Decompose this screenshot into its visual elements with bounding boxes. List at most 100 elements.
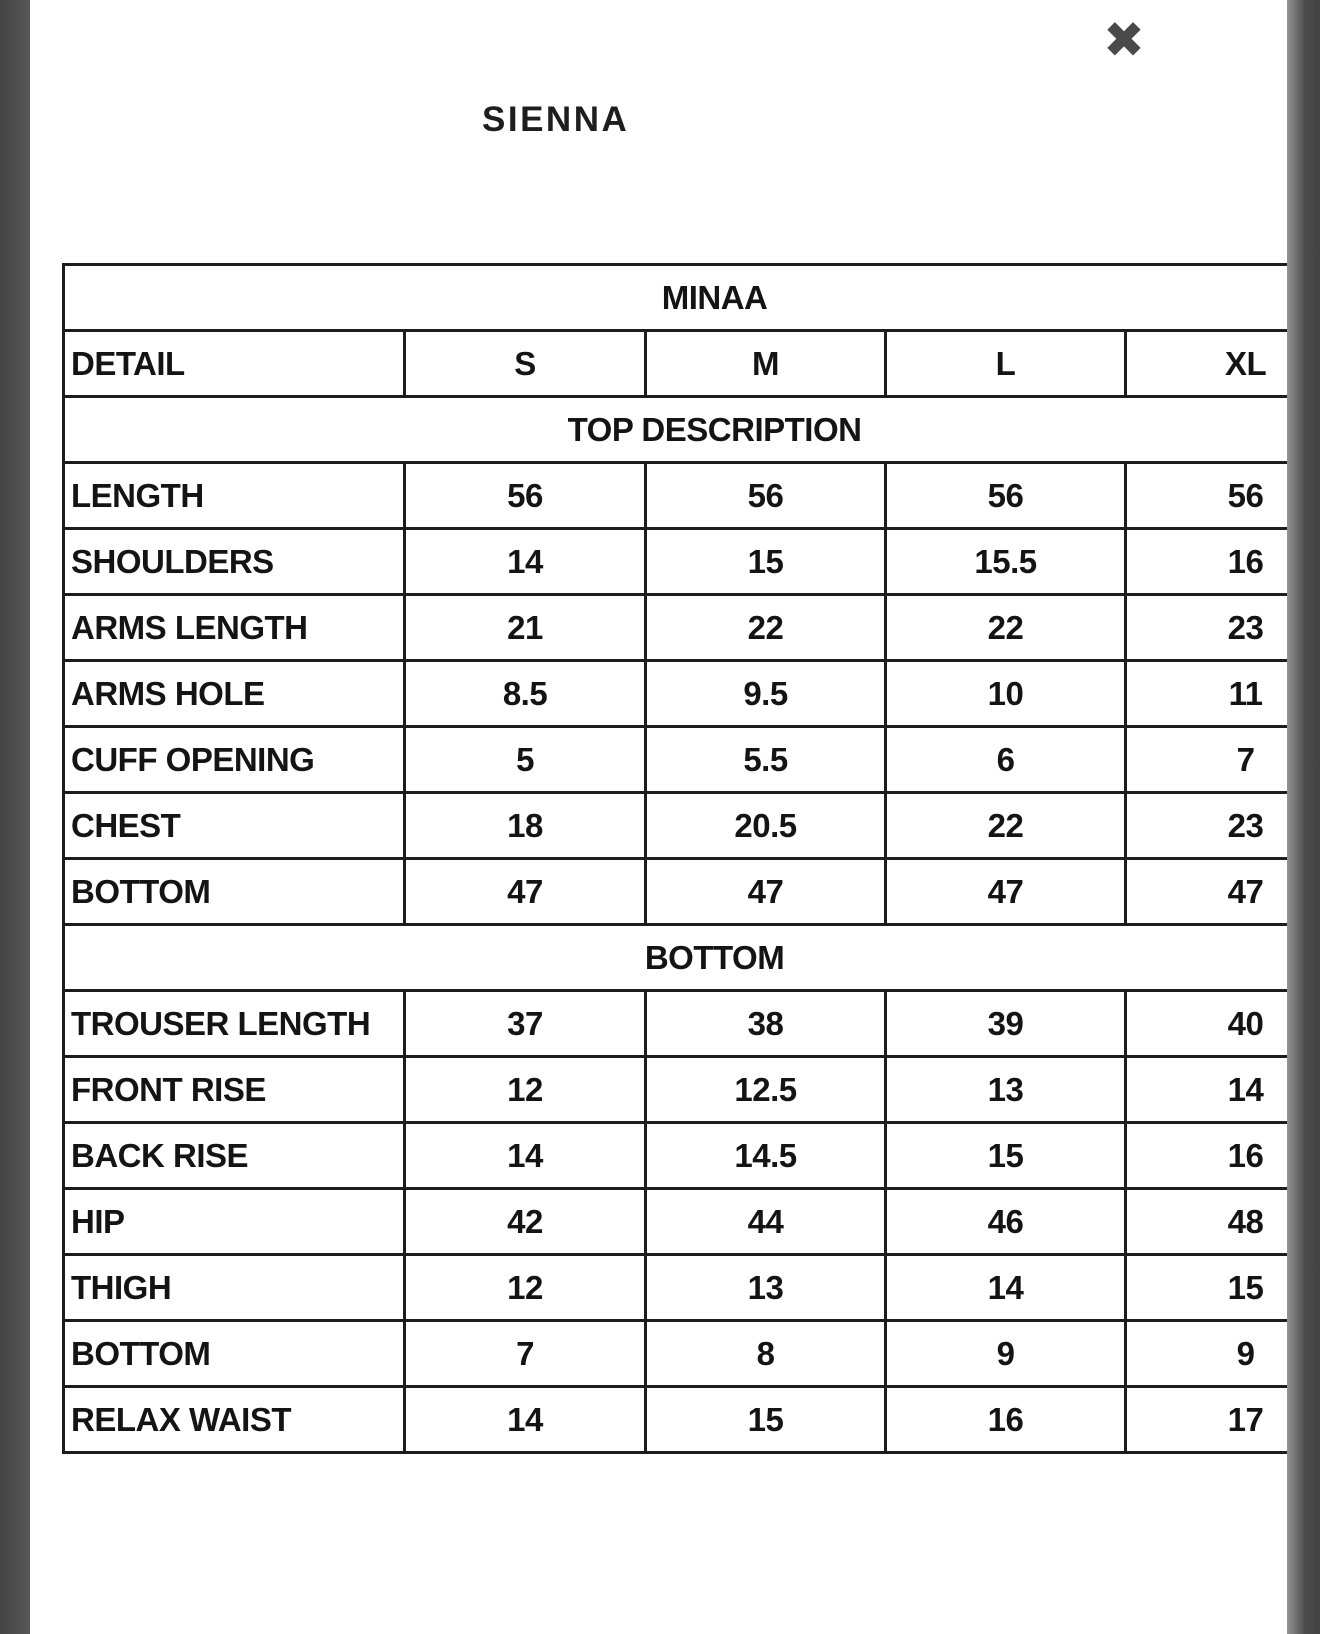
measurement-cell: 47 — [884, 857, 1127, 926]
row-label: BACK RISE — [62, 1121, 406, 1190]
measurement-cell: 7 — [403, 1319, 647, 1388]
row-label: THIGH — [62, 1253, 406, 1322]
measurement-cell: 14 — [403, 527, 647, 596]
measurement-cell: 15 — [884, 1121, 1127, 1190]
table-row: ARMS HOLE 8.5 9.5 10 11 — [62, 659, 1287, 728]
brand-title-cell: MINAA — [62, 263, 1287, 332]
close-icon: ✖ — [1103, 11, 1145, 69]
measurement-cell: 40 — [1123, 989, 1287, 1058]
row-label: ARMS LENGTH — [62, 593, 406, 662]
row-label: ARMS HOLE — [62, 659, 406, 728]
size-chart-table: MINAA DETAIL S M L XL TOP DESCRIPTION LENGTH 56 5… — [62, 263, 1287, 1454]
close-button[interactable]: ✖ — [1093, 8, 1155, 72]
measurement-cell: 38 — [644, 989, 887, 1058]
size-chart-modal: ✖ SIENNA MINAA DETAIL S M L XL TOP DESCRIPTION… — [30, 0, 1287, 1634]
measurement-cell: 23 — [1123, 593, 1287, 662]
measurement-cell: 22 — [644, 593, 887, 662]
measurement-cell: 5.5 — [644, 725, 887, 794]
measurement-cell: 47 — [1123, 857, 1287, 926]
table-row: SHOULDERS 14 15 15.5 16 — [62, 527, 1287, 596]
measurement-cell: 12.5 — [644, 1055, 887, 1124]
table-row: BACK RISE 14 14.5 15 16 — [62, 1121, 1287, 1190]
product-title: SIENNA — [482, 100, 630, 139]
table-row: LENGTH 56 56 56 56 — [62, 461, 1287, 530]
table-row: FRONT RISE 12 12.5 13 14 — [62, 1055, 1287, 1124]
measurement-cell: 9 — [884, 1319, 1127, 1388]
measurement-cell: 13 — [644, 1253, 887, 1322]
row-label: SHOULDERS — [62, 527, 406, 596]
table-brand-row: MINAA — [62, 263, 1287, 332]
measurement-cell: 16 — [884, 1385, 1127, 1454]
column-header-l: L — [884, 329, 1127, 398]
column-header-xl: XL — [1123, 329, 1287, 398]
measurement-cell: 14 — [1123, 1055, 1287, 1124]
measurement-cell: 15 — [644, 527, 887, 596]
measurement-cell: 16 — [1123, 1121, 1287, 1190]
measurement-cell: 44 — [644, 1187, 887, 1256]
row-label: CHEST — [62, 791, 406, 860]
measurement-cell: 56 — [403, 461, 647, 530]
table-row: THIGH 12 13 14 15 — [62, 1253, 1287, 1322]
table-row: CUFF OPENING 5 5.5 6 7 — [62, 725, 1287, 794]
measurement-cell: 14 — [403, 1121, 647, 1190]
measurement-cell: 13 — [884, 1055, 1127, 1124]
measurement-cell: 11 — [1123, 659, 1287, 728]
measurement-cell: 8.5 — [403, 659, 647, 728]
measurement-cell: 9.5 — [644, 659, 887, 728]
section-header-row: BOTTOM — [62, 923, 1287, 992]
column-header-m: M — [644, 329, 887, 398]
measurement-cell: 56 — [884, 461, 1127, 530]
section-header-cell: TOP DESCRIPTION — [62, 395, 1287, 464]
measurement-cell: 16 — [1123, 527, 1287, 596]
page-edge-left — [0, 0, 30, 1634]
row-label: LENGTH — [62, 461, 406, 530]
measurement-cell: 22 — [884, 791, 1127, 860]
measurement-cell: 17 — [1123, 1385, 1287, 1454]
measurement-cell: 56 — [1123, 461, 1287, 530]
measurement-cell: 12 — [403, 1253, 647, 1322]
table-header-row: DETAIL S M L XL — [62, 329, 1287, 398]
measurement-cell: 23 — [1123, 791, 1287, 860]
measurement-cell: 42 — [403, 1187, 647, 1256]
table-row: ARMS LENGTH 21 22 22 23 — [62, 593, 1287, 662]
measurement-cell: 14.5 — [644, 1121, 887, 1190]
measurement-cell: 48 — [1123, 1187, 1287, 1256]
measurement-cell: 47 — [644, 857, 887, 926]
table-row: BOTTOM 47 47 47 47 — [62, 857, 1287, 926]
measurement-cell: 56 — [644, 461, 887, 530]
row-label: TROUSER LENGTH — [62, 989, 406, 1058]
column-header-detail: DETAIL — [62, 329, 406, 398]
measurement-cell: 5 — [403, 725, 647, 794]
measurement-cell: 22 — [884, 593, 1127, 662]
column-header-s: S — [403, 329, 647, 398]
row-label: CUFF OPENING — [62, 725, 406, 794]
measurement-cell: 9 — [1123, 1319, 1287, 1388]
measurement-cell: 15.5 — [884, 527, 1127, 596]
measurement-cell: 46 — [884, 1187, 1127, 1256]
measurement-cell: 6 — [884, 725, 1127, 794]
measurement-cell: 14 — [403, 1385, 647, 1454]
measurement-cell: 7 — [1123, 725, 1287, 794]
measurement-cell: 12 — [403, 1055, 647, 1124]
row-label: BOTTOM — [62, 1319, 406, 1388]
size-chart-table-body: MINAA DETAIL S M L XL TOP DESCRIPTION LENGTH 56 5… — [62, 263, 1287, 1454]
table-row: HIP 42 44 46 48 — [62, 1187, 1287, 1256]
measurement-cell: 21 — [403, 593, 647, 662]
measurement-cell: 47 — [403, 857, 647, 926]
table-row: RELAX WAIST 14 15 16 17 — [62, 1385, 1287, 1454]
table-row: TROUSER LENGTH 37 38 39 40 — [62, 989, 1287, 1058]
measurement-cell: 10 — [884, 659, 1127, 728]
size-chart-table-container: MINAA DETAIL S M L XL TOP DESCRIPTION LENGTH 56 5… — [62, 263, 1287, 1523]
row-label: RELAX WAIST — [62, 1385, 406, 1454]
measurement-cell: 14 — [884, 1253, 1127, 1322]
measurement-cell: 18 — [403, 791, 647, 860]
row-label: HIP — [62, 1187, 406, 1256]
measurement-cell: 37 — [403, 989, 647, 1058]
table-row: BOTTOM 7 8 9 9 — [62, 1319, 1287, 1388]
measurement-cell: 15 — [1123, 1253, 1287, 1322]
measurement-cell: 39 — [884, 989, 1127, 1058]
table-row: CHEST 18 20.5 22 23 — [62, 791, 1287, 860]
page-edge-right — [1287, 0, 1320, 1634]
section-header-cell: BOTTOM — [62, 923, 1287, 992]
section-header-row: TOP DESCRIPTION — [62, 395, 1287, 464]
